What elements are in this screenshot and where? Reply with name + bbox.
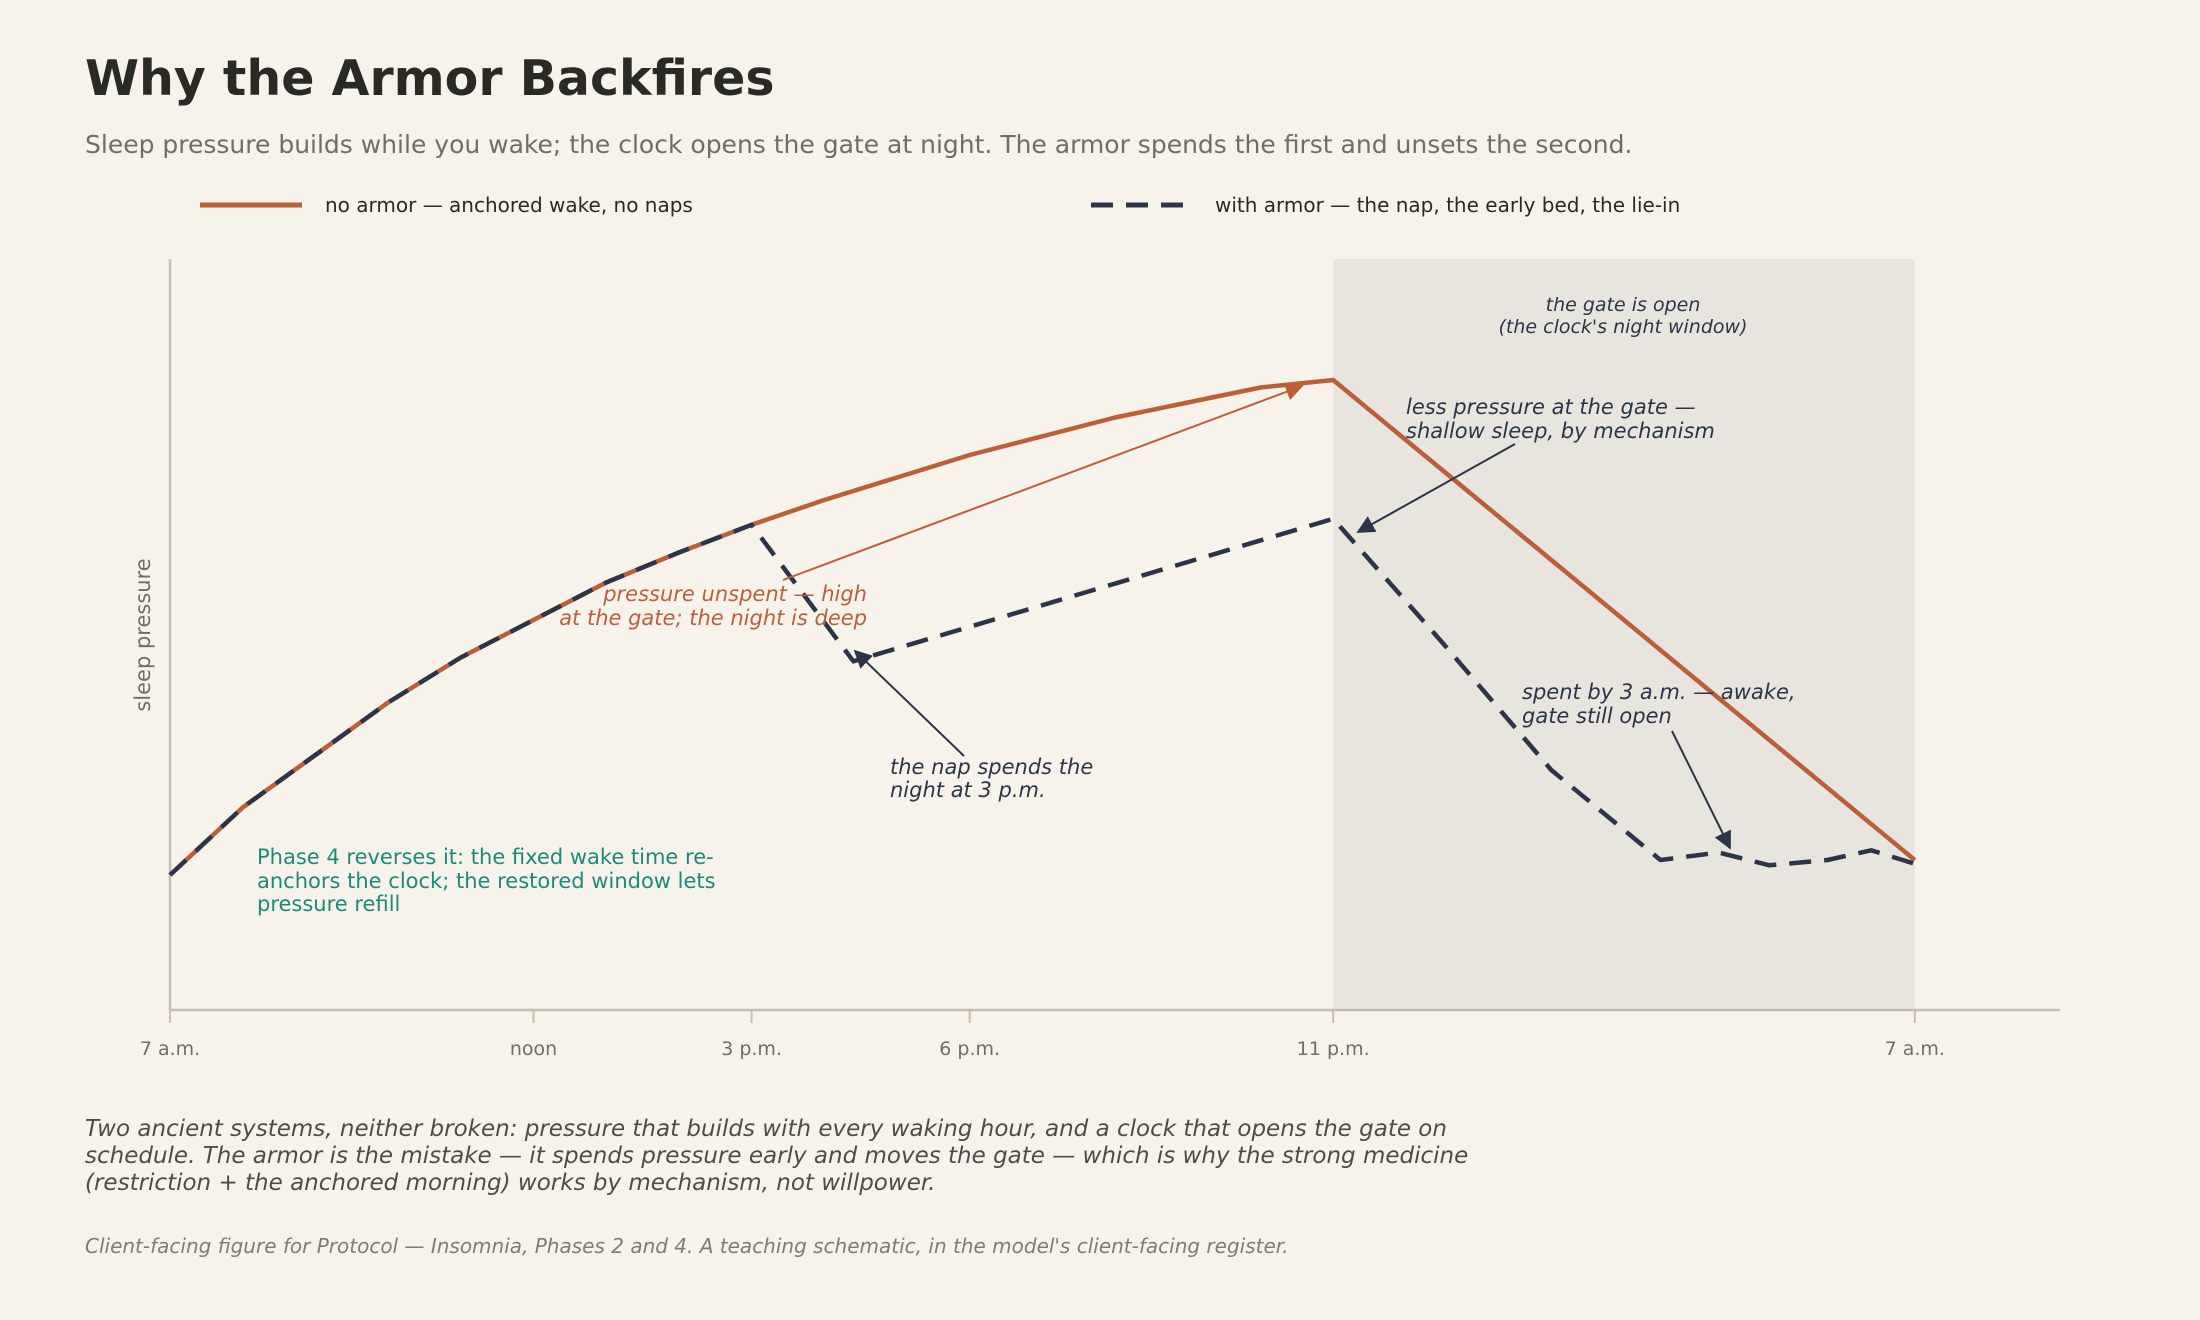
chart-subtitle: Sleep pressure builds while you wake; th… — [85, 130, 1633, 159]
x-tick-label: 11 p.m. — [1297, 1038, 1370, 1060]
x-tick-label: 7 a.m. — [1885, 1038, 1945, 1060]
chart-title: Why the Armor Backfires — [85, 50, 775, 107]
annotation-nap-arrow — [853, 649, 965, 757]
legend: no armor — anchored wake, no naps with a… — [200, 193, 1680, 217]
x-tick-label: 6 p.m. — [939, 1038, 1000, 1060]
annotation-spent-3am: spent by 3 a.m. — awake, gate still open — [1522, 680, 1796, 850]
gate-label-line2: (the clock's night window) — [1498, 316, 1747, 338]
annotation-spent-3am-line1: spent by 3 a.m. — awake, — [1522, 680, 1796, 704]
annotation-phase4-line1: Phase 4 reverses it: the fixed wake time… — [257, 845, 714, 869]
annotation-phase4-line3: pressure refill — [257, 892, 400, 916]
x-tick-label: 3 p.m. — [721, 1038, 782, 1060]
y-axis-label: sleep pressure — [131, 558, 155, 711]
annotation-spent-3am-line2: gate still open — [1522, 704, 1672, 728]
annotation-nap-line2: night at 3 p.m. — [890, 778, 1046, 802]
annotation-nap-line1: the nap spends the — [890, 755, 1093, 779]
annotation-phase4: Phase 4 reverses it: the fixed wake time… — [257, 845, 716, 916]
annotation-unspent-arrow — [782, 383, 1304, 581]
annotation-spent-3am-arrow — [1671, 730, 1731, 850]
legend-label-no-armor: no armor — anchored wake, no naps — [325, 193, 693, 217]
series-line-with-armor — [168, 516, 1916, 877]
annotation-unspent-line2: at the gate; the night is deep — [559, 606, 867, 630]
gate-label-line1: the gate is open — [1546, 294, 1701, 316]
annotation-phase4-line2: anchors the clock; the restored window l… — [257, 869, 716, 893]
x-tick-label: noon — [510, 1038, 557, 1060]
annotation-less-pressure: less pressure at the gate — shallow slee… — [1356, 395, 1715, 533]
annotation-less-pressure-line2: shallow sleep, by mechanism — [1406, 419, 1715, 443]
annotation-nap: the nap spends the night at 3 p.m. — [853, 649, 1093, 802]
gate-window-band — [1333, 259, 1915, 1010]
annotation-less-pressure-line1: less pressure at the gate — — [1406, 395, 1696, 419]
x-ticks: 7 a.m. noon 3 p.m. 6 p.m. 11 p.m. 7 a.m. — [140, 1010, 1945, 1060]
annotation-less-pressure-arrow — [1356, 443, 1516, 533]
x-tick-label: 7 a.m. — [140, 1038, 200, 1060]
legend-label-with-armor: with armor — the nap, the early bed, the… — [1215, 193, 1680, 217]
annotation-unspent: pressure unspent — high at the gate; the… — [559, 383, 1304, 630]
footnote: Two ancient systems, neither broken: pre… — [85, 1116, 1469, 1196]
source-note: Client-facing figure for Protocol — Inso… — [85, 1234, 1289, 1258]
gate-label: the gate is open (the clock's night wind… — [1498, 294, 1747, 338]
annotation-unspent-line1: pressure unspent — high — [602, 582, 867, 606]
